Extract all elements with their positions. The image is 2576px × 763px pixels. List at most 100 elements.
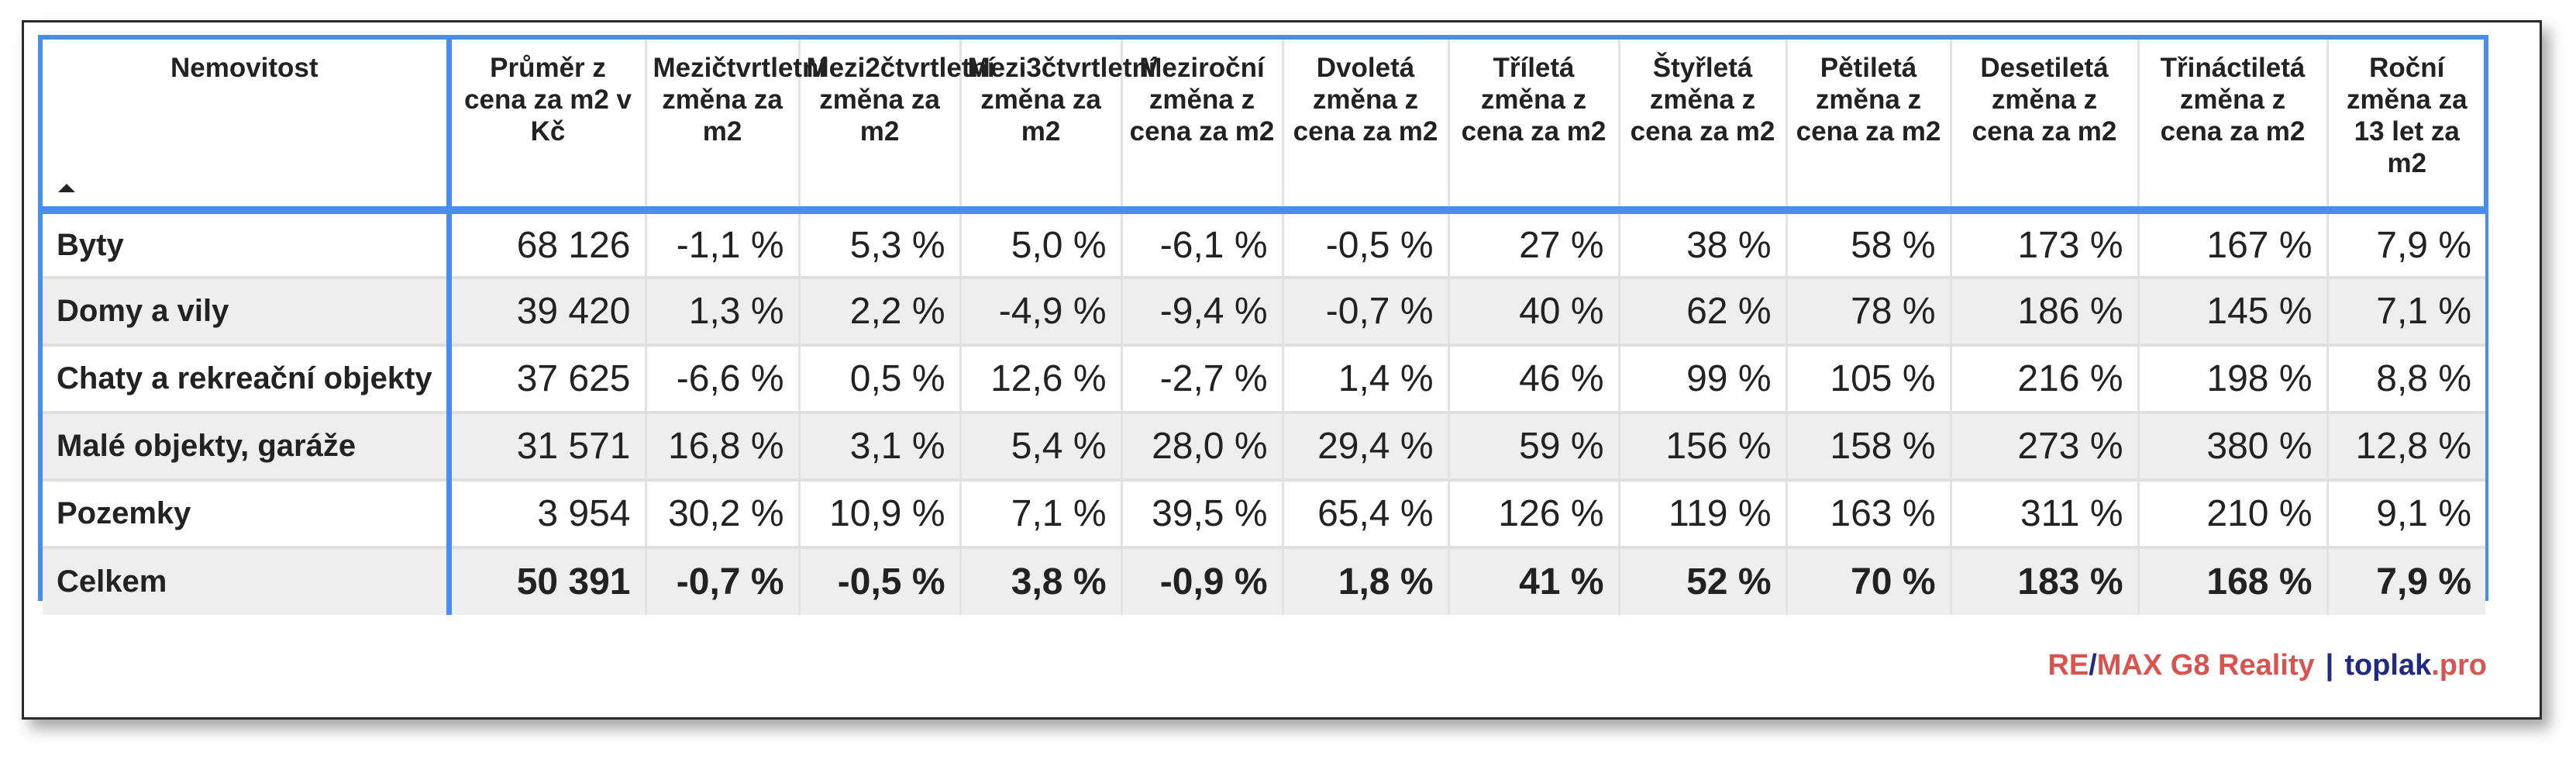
column-header[interactable]: Pětiletá změna z cena za m2: [1786, 40, 1952, 214]
table-cell: 65,4 %: [1283, 480, 1450, 549]
table-cell: 3,8 %: [960, 547, 1123, 615]
table-cell: -0,7 %: [1283, 278, 1450, 347]
toplak-credit[interactable]: toplak.pro: [2344, 649, 2487, 682]
column-header[interactable]: Roční změna za 13 let za m2: [2327, 40, 2485, 214]
table-cell: 2,2 %: [799, 278, 962, 347]
table-cell: 41 %: [1448, 547, 1620, 615]
table-cell: 38 %: [1619, 210, 1788, 279]
total-row: Celkem 50 391 -0,7 % -0,5 % 3,8 % -0,9 % 1,8 %…: [43, 547, 2485, 615]
table-cell: 168 %: [2138, 547, 2329, 615]
table-cell: 68 126: [449, 210, 647, 279]
column-header-nemovitost[interactable]: Nemovitost: [43, 40, 452, 214]
table-cell: 7,9 %: [2327, 547, 2485, 615]
table-cell: 5,4 %: [960, 413, 1123, 482]
table-cell: -6,6 %: [646, 345, 801, 414]
table-cell: -2,7 %: [1121, 345, 1284, 414]
table-cell: 3,1 %: [799, 413, 962, 482]
table-row: Malé objekty, garáže 31 571 16,8 % 3,1 % 5,4…: [43, 413, 2485, 482]
table-cell: 12,6 %: [960, 345, 1123, 414]
table-cell: 273 %: [1951, 413, 2140, 482]
table-cell: 99 %: [1619, 345, 1788, 414]
column-header[interactable]: Desetiletá změna z cena za m2: [1951, 40, 2140, 214]
table-cell: 37 625: [449, 345, 647, 414]
row-label: Pozemky: [43, 480, 452, 549]
table-row: Pozemky 3 954 30,2 % 10,9 % 7,1 % 39,5 % 65,4 …: [43, 480, 2485, 549]
table-cell: 9,1 %: [2327, 480, 2485, 549]
table-row: Byty 68 126 -1,1 % 5,3 % 5,0 % -6,1 % -0,5 % 27…: [43, 210, 2485, 279]
column-header[interactable]: Průměr z cena za m2 v Kč: [449, 40, 647, 214]
row-label: Domy a vily: [43, 278, 452, 347]
remax-credit[interactable]: RE/MAX G8 Reality: [2047, 649, 2315, 682]
column-header[interactable]: Tříletá změna z cena za m2: [1448, 40, 1620, 214]
table-cell: 1,8 %: [1283, 547, 1450, 615]
table-cell: 163 %: [1786, 480, 1952, 549]
table-cell: -1,1 %: [646, 210, 801, 279]
table-cell: 78 %: [1786, 278, 1952, 347]
table-cell: 39 420: [449, 278, 647, 347]
table-cell: -0,7 %: [646, 547, 801, 615]
table-cell: -0,5 %: [799, 547, 962, 615]
table-cell: -4,9 %: [960, 278, 1123, 347]
table-cell: 12,8 %: [2327, 413, 2485, 482]
table-cell: 50 391: [449, 547, 647, 615]
table-cell: 380 %: [2138, 413, 2329, 482]
table-cell: 1,4 %: [1283, 345, 1450, 414]
table-cell: 167 %: [2138, 210, 2329, 279]
column-header[interactable]: Meziroční změna z cena za m2: [1121, 40, 1284, 214]
column-header[interactable]: Mezičtvrtletní změna za m2: [646, 40, 826, 214]
row-label: Byty: [43, 210, 452, 279]
table-cell: 105 %: [1786, 345, 1952, 414]
row-label: Malé objekty, garáže: [43, 413, 452, 482]
table-cell: 27 %: [1448, 210, 1620, 279]
table-cell: 198 %: [2138, 345, 2329, 414]
table-cell: 183 %: [1951, 547, 2140, 615]
table-cell: 1,3 %: [646, 278, 801, 347]
table-cell: 210 %: [2138, 480, 2329, 549]
price-change-table: Nemovitost Průměr z cena za m2 v Kč Mezi…: [43, 40, 2485, 615]
table-cell: 29,4 %: [1283, 413, 1450, 482]
table-cell: 70 %: [1786, 547, 1952, 615]
table-cell: 5,3 %: [799, 210, 962, 279]
header-row: Nemovitost Průměr z cena za m2 v Kč Mezi…: [43, 40, 2485, 214]
table-cell: 216 %: [1951, 345, 2140, 414]
table-cell: 58 %: [1786, 210, 1952, 279]
table-cell: 5,0 %: [960, 210, 1123, 279]
table-cell: 46 %: [1448, 345, 1620, 414]
table-card: Nemovitost Průměr z cena za m2 v Kč Mezi…: [22, 20, 2542, 720]
table-body: Byty 68 126 -1,1 % 5,3 % 5,0 % -6,1 % -0,5 % 27…: [43, 210, 2485, 615]
table-cell: 145 %: [2138, 278, 2329, 347]
table-cell: 3 954: [449, 480, 647, 549]
column-header[interactable]: Mezi2čtvrtletní změna za m2: [799, 40, 995, 214]
table-cell: -6,1 %: [1121, 210, 1284, 279]
table-cell: -0,9 %: [1121, 547, 1284, 615]
table-cell: 156 %: [1619, 413, 1788, 482]
column-header[interactable]: Mezi3čtvrtletní změna za m2: [960, 40, 1156, 214]
table-cell: -0,5 %: [1283, 210, 1450, 279]
table-cell: 311 %: [1951, 480, 2140, 549]
table-cell: 8,8 %: [2327, 345, 2485, 414]
row-label: Chaty a rekreační objekty: [43, 345, 452, 414]
table-cell: 62 %: [1619, 278, 1788, 347]
column-header[interactable]: Štyřletá změna z cena za m2: [1619, 40, 1788, 214]
table-cell: 158 %: [1786, 413, 1952, 482]
table-cell: -9,4 %: [1121, 278, 1284, 347]
table-cell: 7,1 %: [960, 480, 1123, 549]
footer-credits: RE/MAX G8 Reality | toplak.pro: [2047, 649, 2487, 682]
table-cell: 59 %: [1448, 413, 1620, 482]
table-cell: 40 %: [1448, 278, 1620, 347]
table-cell: 31 571: [449, 413, 647, 482]
row-label: Celkem: [43, 547, 452, 615]
table-cell: 7,1 %: [2327, 278, 2485, 347]
table-row: Chaty a rekreační objekty 37 625 -6,6 % 0,5…: [43, 345, 2485, 414]
column-header[interactable]: Třináctiletá změna z cena za m2: [2138, 40, 2329, 214]
table-cell: 186 %: [1951, 278, 2140, 347]
table-cell: 10,9 %: [799, 480, 962, 549]
table-cell: 39,5 %: [1121, 480, 1284, 549]
table-cell: 0,5 %: [799, 345, 962, 414]
table-cell: 173 %: [1951, 210, 2140, 279]
column-header[interactable]: Dvoletá změna z cena za m2: [1283, 40, 1450, 214]
table-cell: 126 %: [1448, 480, 1620, 549]
table-cell: 30,2 %: [646, 480, 801, 549]
table-cell: 16,8 %: [646, 413, 801, 482]
table-cell: 28,0 %: [1121, 413, 1284, 482]
